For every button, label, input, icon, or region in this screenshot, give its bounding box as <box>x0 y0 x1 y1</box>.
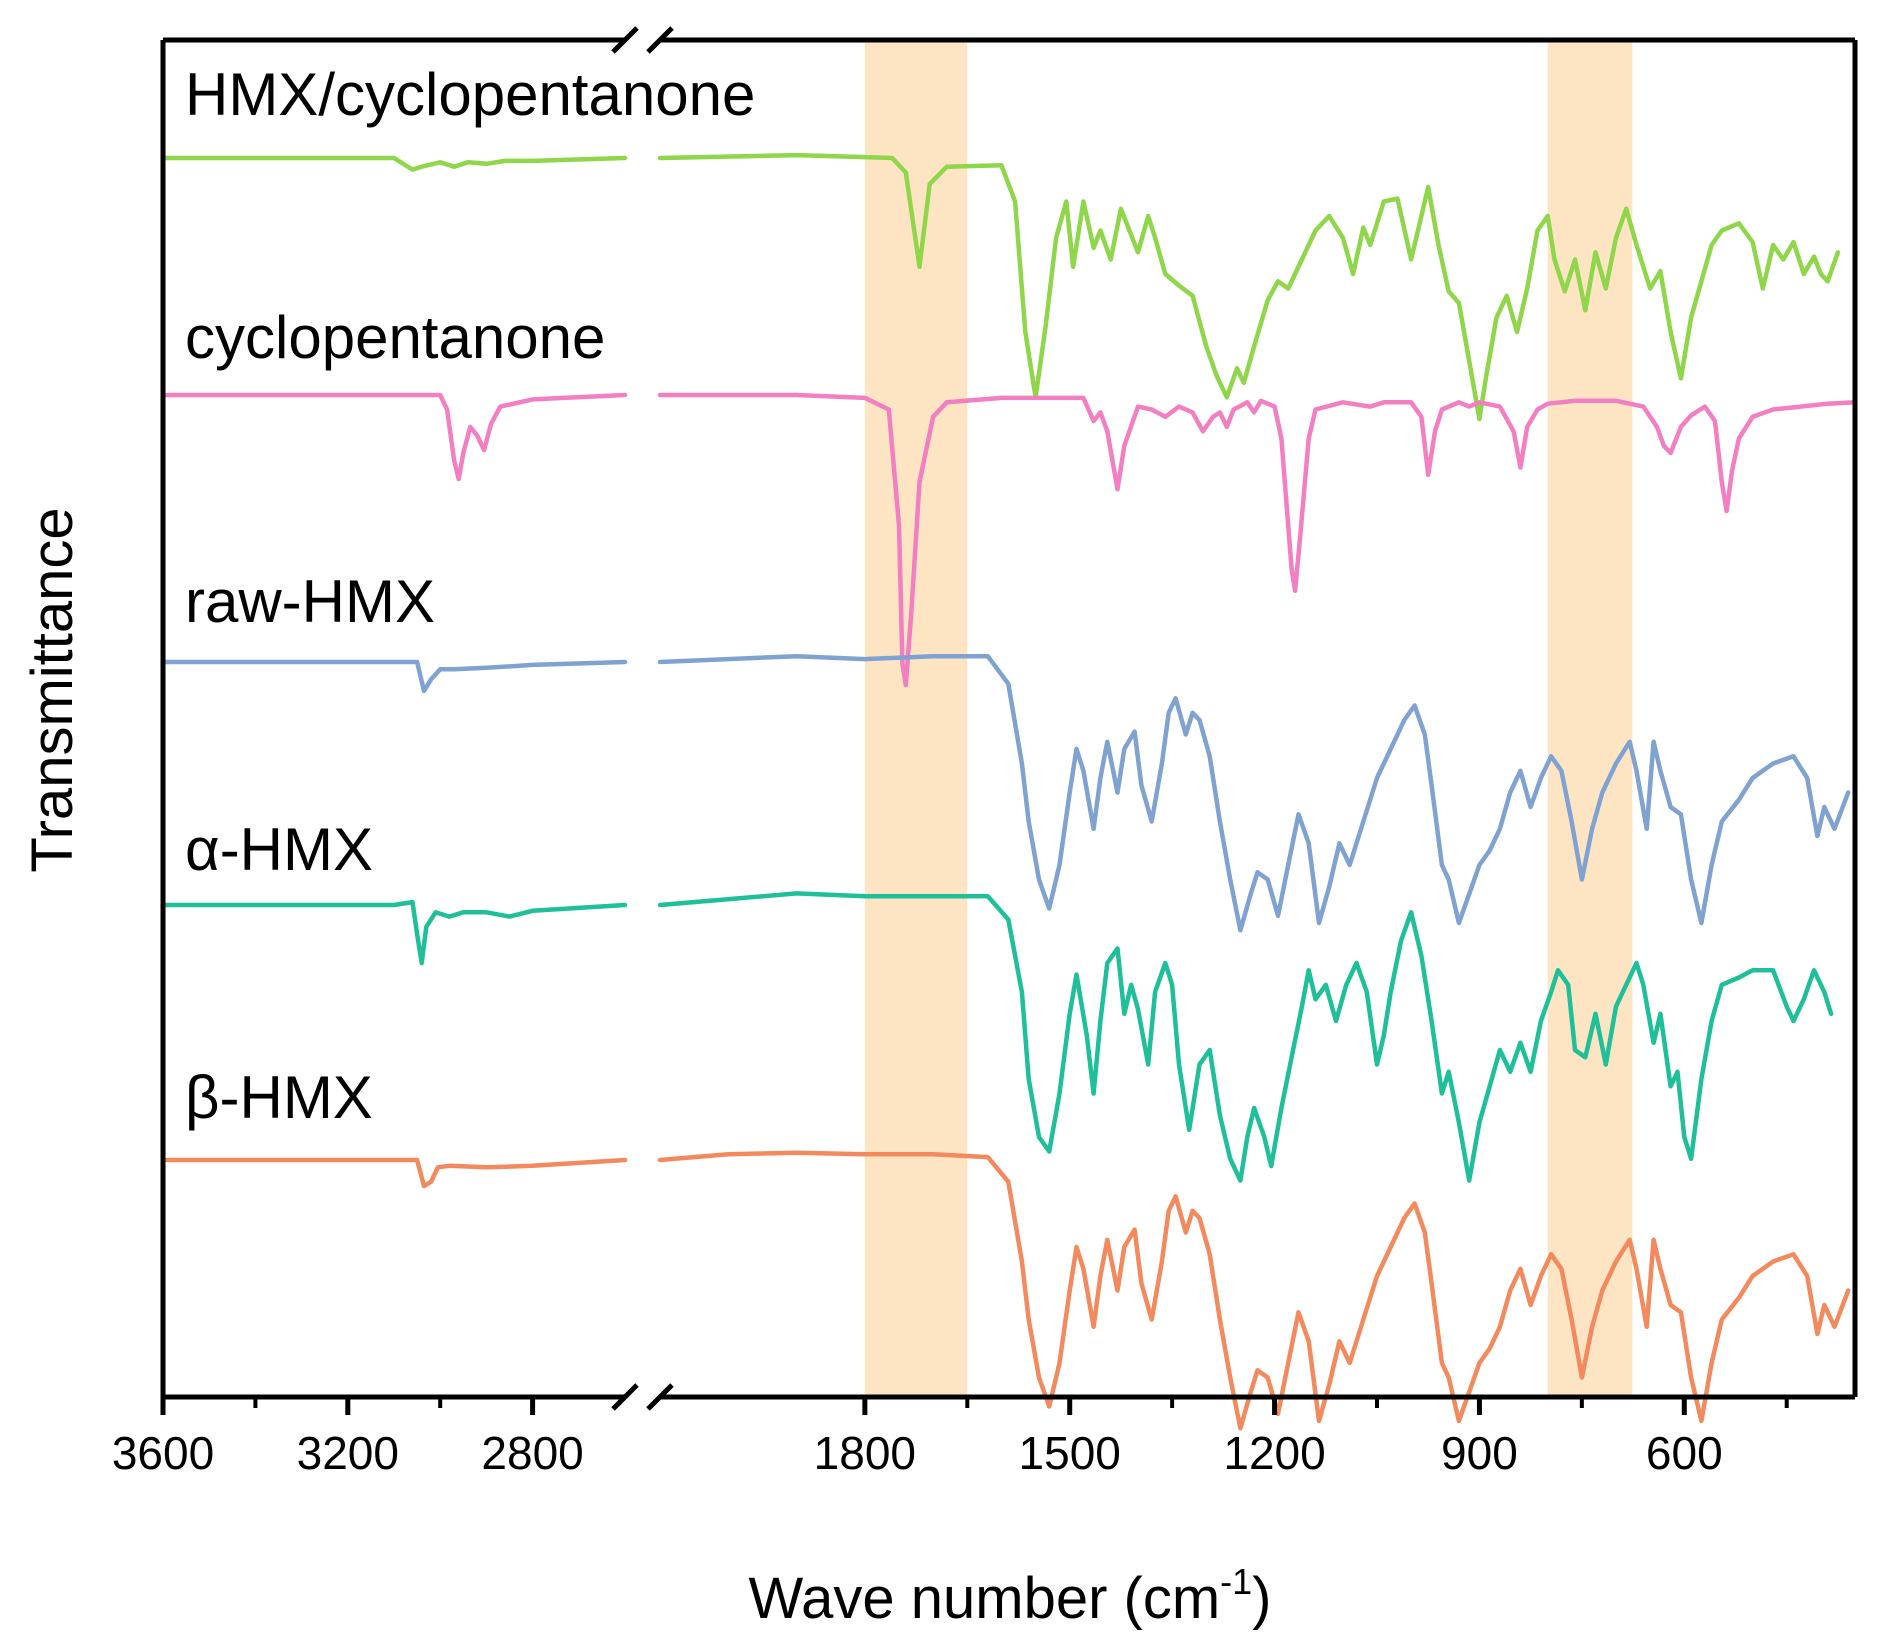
x-tick-label-3: 1800 <box>814 1427 916 1479</box>
series-label-4: β-HMX <box>185 1064 373 1131</box>
x-axis-title-main: Wave number (cm <box>749 1566 1221 1631</box>
axis-break-mark-3 <box>646 1383 674 1411</box>
series-label-1: cyclopentanone <box>185 304 605 371</box>
highlight-bands <box>864 40 1633 1397</box>
series-line-1-segment-0 <box>160 392 628 482</box>
x-tick-label-5: 1200 <box>1223 1427 1325 1479</box>
series-line-3-segment-0 <box>160 899 628 966</box>
axis-break-mark-1 <box>646 26 674 54</box>
series-line-0-segment-0 <box>160 155 628 172</box>
series-line-3-segment-1 <box>657 891 1834 1183</box>
series-line-2-segment-1 <box>657 653 1851 933</box>
y-axis-title: Transmittance <box>20 507 85 872</box>
x-tick-label-7: 600 <box>1646 1427 1723 1479</box>
x-tick-label-2: 2800 <box>481 1427 583 1479</box>
series-line-4-segment-1 <box>657 1150 1851 1431</box>
series-label-0: HMX/cyclopentanone <box>185 61 755 128</box>
x-axis-ticks <box>160 1397 1789 1415</box>
x-tick-label-1: 3200 <box>297 1427 399 1479</box>
x-axis-tick-labels: 3600 3200 2800 1800 1500 1200 900 600 <box>112 1427 1723 1479</box>
highlight-band-0 <box>864 40 968 1397</box>
x-axis-title-suffix: ) <box>1252 1566 1271 1631</box>
series-line-2-segment-0 <box>160 659 628 694</box>
highlight-band-1 <box>1547 40 1633 1397</box>
x-tick-label-0: 3600 <box>112 1427 214 1479</box>
series-lines <box>160 152 1858 1431</box>
axis-break-mark-2 <box>611 1383 639 1411</box>
series-label-2: raw-HMX <box>185 568 435 635</box>
x-tick-label-4: 1500 <box>1019 1427 1121 1479</box>
x-tick-label-6: 900 <box>1441 1427 1518 1479</box>
series-label-3: α-HMX <box>185 816 373 883</box>
x-axis-title-superscript: -1 <box>1220 1561 1252 1602</box>
axis-break-mark-0 <box>611 26 639 54</box>
series-line-1-segment-1 <box>657 392 1858 688</box>
series-line-4-segment-0 <box>160 1157 628 1189</box>
series-line-0-segment-1 <box>657 152 1841 422</box>
plot-frame <box>160 26 1858 1411</box>
x-axis-title: Wave number (cm-1) <box>749 1561 1272 1631</box>
series-labels: HMX/cyclopentanone cyclopentanone raw-HMX α… <box>185 61 755 1131</box>
